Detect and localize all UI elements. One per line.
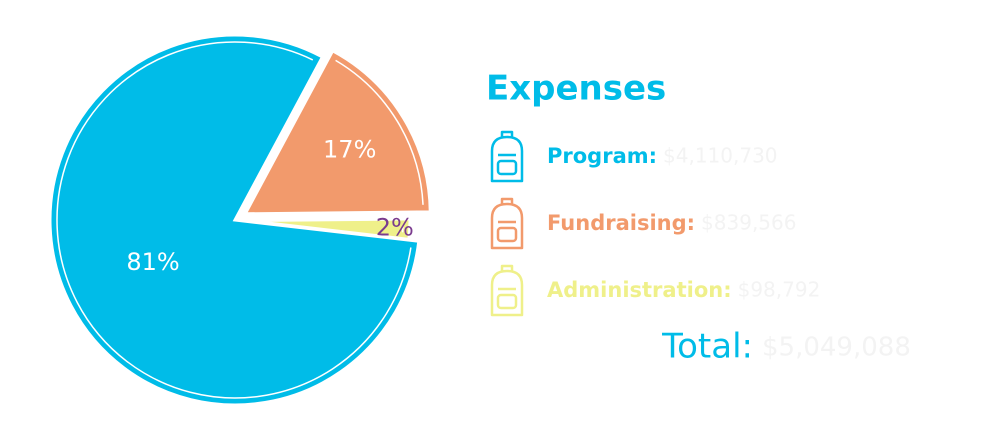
- icon-pocket: [496, 159, 518, 176]
- total-value: $5,049,088: [762, 333, 911, 363]
- chart-title: Expenses: [486, 69, 666, 109]
- icon-pocket: [496, 226, 518, 243]
- icon-body: [490, 202, 524, 250]
- legend-amount: $98,792: [738, 278, 821, 302]
- legend-label: Program:: [547, 144, 657, 168]
- backpack-icon: [490, 197, 524, 250]
- pie-slice: [48, 33, 421, 407]
- legend-amount: $839,566: [701, 211, 796, 235]
- slice-label: 17%: [323, 136, 376, 164]
- icon-body: [490, 135, 524, 183]
- slice-rim: [335, 59, 424, 205]
- backpack-icon: [490, 264, 524, 317]
- slice-label: 81%: [126, 248, 179, 276]
- legend-label: Administration:: [547, 278, 732, 302]
- pie-slice: [242, 48, 432, 216]
- legend-label: Fundraising:: [547, 211, 695, 235]
- icon-handle: [500, 130, 514, 137]
- total-label: Total:: [661, 327, 753, 367]
- legend: Program: $4,110,730 Fundraising: $839,566 Ad…: [490, 130, 821, 317]
- icon-handle: [500, 197, 514, 204]
- icon-body: [490, 269, 524, 317]
- pie: 17%2%81%: [48, 33, 432, 407]
- icon-pocket: [496, 293, 518, 310]
- backpack-icon: [490, 130, 524, 183]
- icon-handle: [500, 264, 514, 271]
- slice-rim: [56, 41, 412, 399]
- legend-amount: $4,110,730: [663, 144, 778, 168]
